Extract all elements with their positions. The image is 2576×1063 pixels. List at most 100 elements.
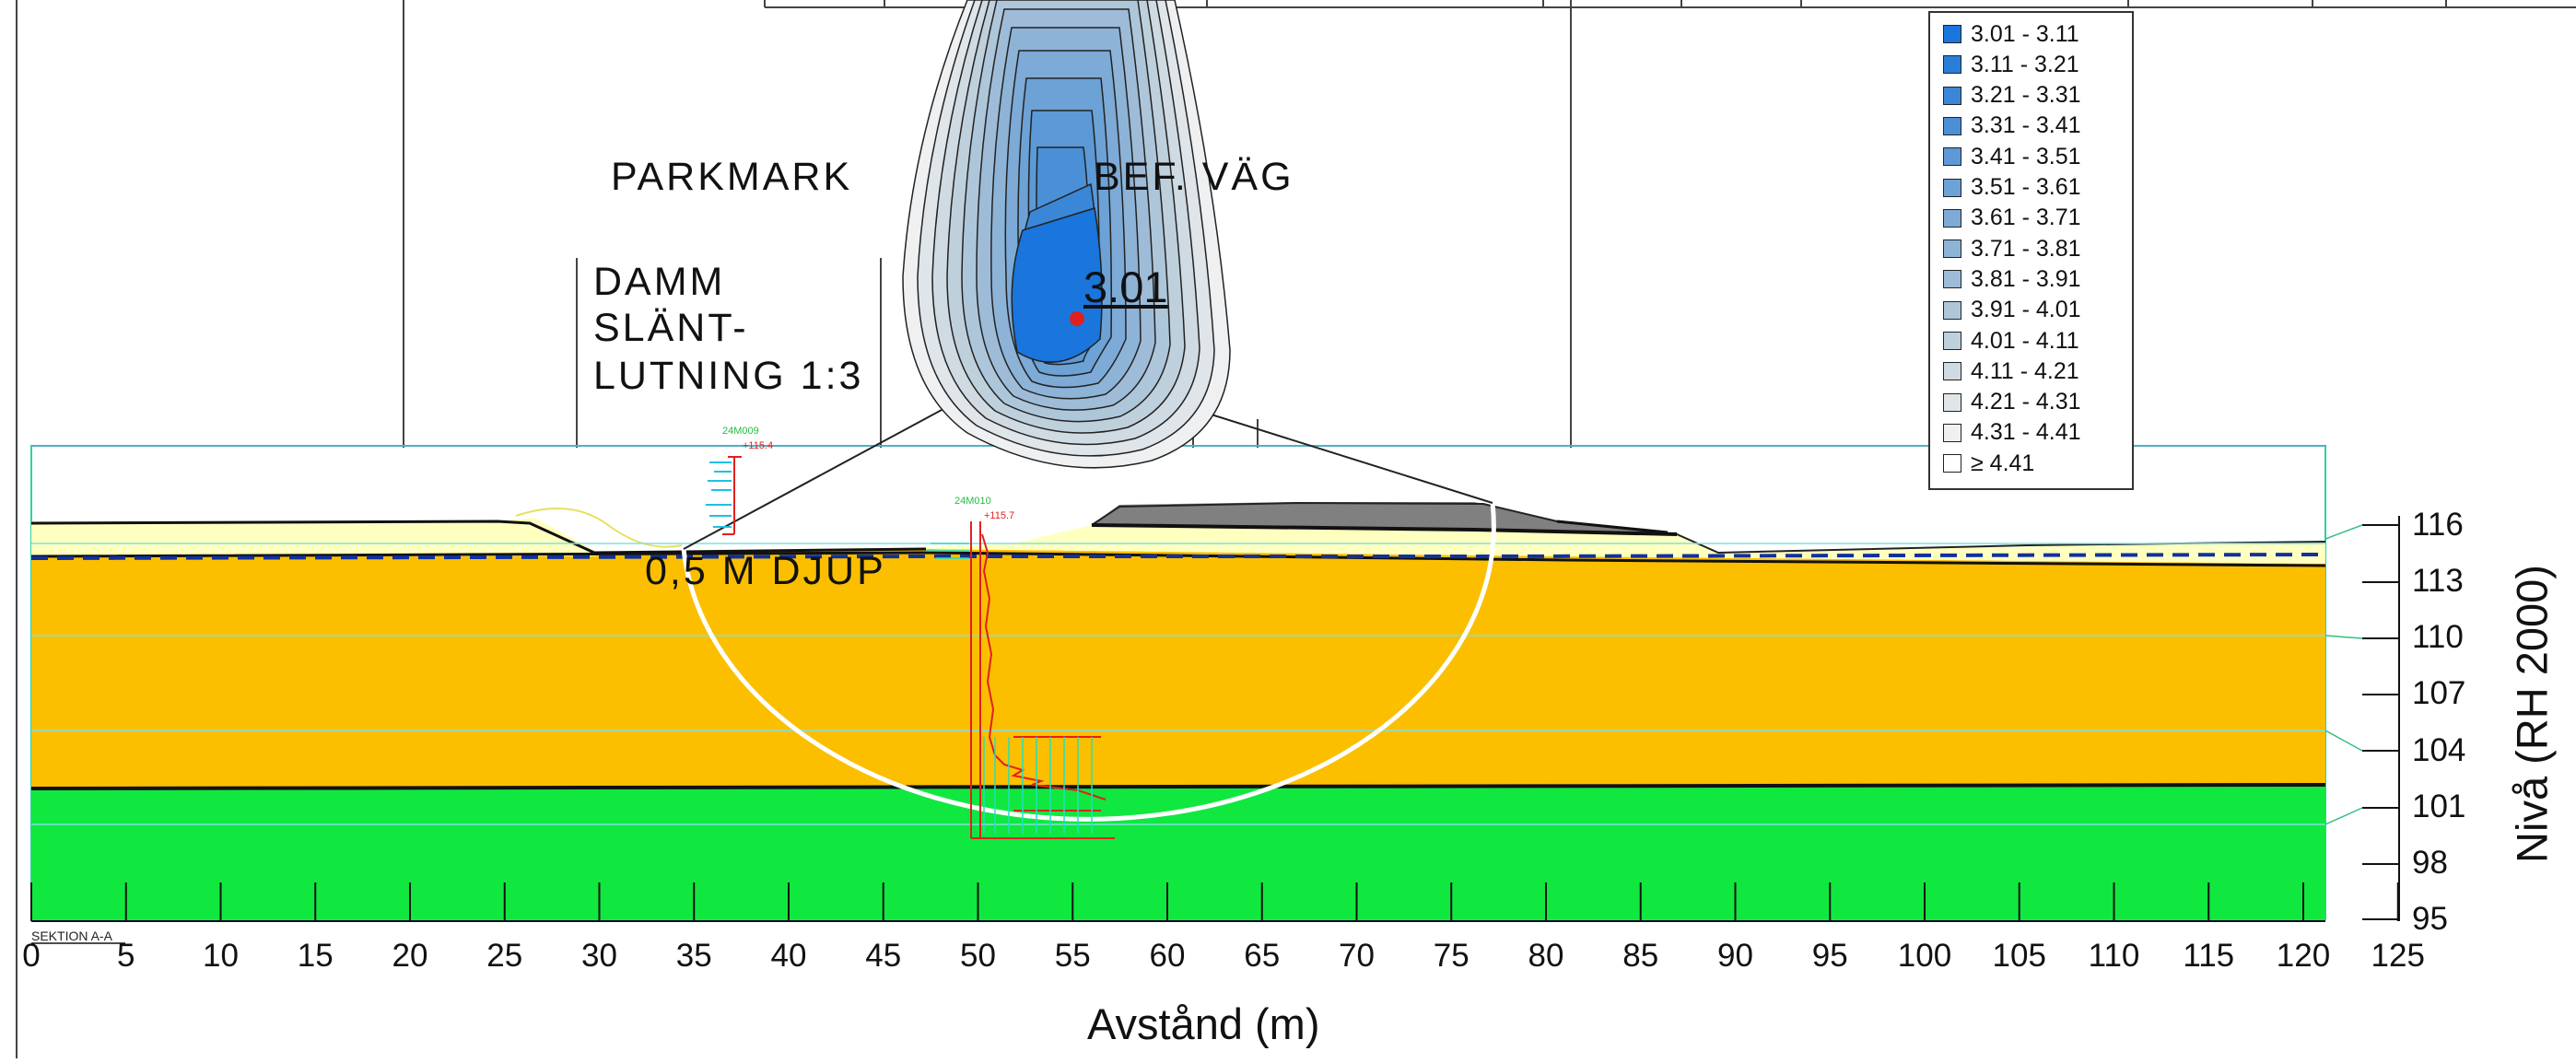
x-tick-label: 125 bbox=[2371, 938, 2425, 974]
x-tick-label: 95 bbox=[1811, 938, 1848, 974]
x-tick-label: 70 bbox=[1339, 938, 1375, 974]
borehole-24m009-readings bbox=[706, 461, 732, 528]
x-tick-label: 35 bbox=[675, 938, 712, 974]
legend-item: ≥ 4.41 bbox=[1943, 450, 2034, 477]
section-tick-marks bbox=[30, 882, 2399, 921]
legend-item: 3.51 - 3.61 bbox=[1943, 174, 2081, 202]
legend-item: 4.11 - 4.21 bbox=[1943, 357, 2079, 385]
elevation-axis-connectors bbox=[2324, 524, 2363, 825]
x-tick-label: 0 bbox=[22, 938, 41, 974]
x-tick-label: 30 bbox=[581, 938, 617, 974]
legend-swatch bbox=[1943, 178, 1961, 197]
x-tick-label: 40 bbox=[770, 938, 807, 974]
legend-label: 3.61 - 3.71 bbox=[1971, 204, 2081, 231]
y-tick-label: 113 bbox=[2412, 563, 2464, 600]
clay-layer bbox=[31, 549, 2325, 788]
x-tick-label: 80 bbox=[1528, 938, 1564, 974]
x-tick-label: 20 bbox=[392, 938, 428, 974]
legend-swatch bbox=[1943, 239, 1961, 259]
x-tick-label: 10 bbox=[203, 938, 239, 974]
borehole-24m009-level: +115.4 bbox=[743, 440, 774, 451]
y-tick-label: 107 bbox=[2412, 675, 2466, 712]
borehole-24m010 bbox=[970, 521, 1115, 839]
legend-label: 3.91 - 4.01 bbox=[1971, 297, 2081, 323]
till-layer bbox=[31, 785, 2325, 919]
x-tick-label: 90 bbox=[1717, 938, 1753, 974]
fos-contour-map bbox=[902, 0, 1231, 469]
x-tick-label: 105 bbox=[1992, 938, 2046, 974]
legend-label: 3.51 - 3.61 bbox=[1971, 174, 2081, 200]
y-tick-label: 98 bbox=[2412, 844, 2448, 881]
x-tick-label: 5 bbox=[117, 938, 135, 974]
legend-label: 4.01 - 4.11 bbox=[1971, 327, 2079, 354]
fos-legend: 3.01 - 3.11 3.11 - 3.21 3.21 - 3.31 3.31 - … bbox=[1928, 11, 2134, 490]
legend-swatch bbox=[1943, 300, 1961, 320]
legend-label: 3.41 - 3.51 bbox=[1971, 143, 2081, 169]
legend-item: 3.81 - 3.91 bbox=[1943, 265, 2081, 293]
x-tick-label: 25 bbox=[486, 938, 523, 974]
factor-of-safety-label: 3.01 bbox=[1083, 263, 1168, 311]
legend-swatch bbox=[1943, 423, 1961, 442]
legend-swatch bbox=[1943, 25, 1961, 43]
legend-label: 3.21 - 3.31 bbox=[1971, 82, 2081, 109]
legend-item: 3.31 - 3.41 bbox=[1943, 112, 2081, 140]
note-slant: SLÄNT- bbox=[593, 306, 749, 350]
legend-label: 3.11 - 3.21 bbox=[1971, 51, 2079, 77]
legend-swatch bbox=[1943, 208, 1961, 228]
legend-label: 3.71 - 3.81 bbox=[1971, 235, 2081, 262]
x-tick-label: 120 bbox=[2276, 938, 2331, 974]
note-lutning: LUTNING 1:3 bbox=[593, 354, 864, 398]
borehole-24m009 bbox=[722, 456, 742, 535]
x-tick-label: 85 bbox=[1622, 938, 1659, 974]
y-tick-label: 116 bbox=[2412, 507, 2464, 543]
x-tick-label: 60 bbox=[1149, 938, 1186, 974]
note-parkmark: PARKMARK bbox=[611, 155, 853, 199]
legend-item: 3.11 - 3.21 bbox=[1943, 51, 2079, 78]
legend-label: 3.01 - 3.11 bbox=[1971, 20, 2079, 47]
y-axis-label: Nivå (RH 2000) bbox=[2507, 565, 2557, 863]
legend-item: 4.01 - 4.11 bbox=[1943, 327, 2079, 355]
x-axis-label: Avstånd (m) bbox=[1087, 999, 1320, 1048]
y-tick-label: 95 bbox=[2412, 901, 2448, 937]
legend-label: 4.21 - 4.31 bbox=[1971, 389, 2081, 415]
legend-swatch bbox=[1943, 147, 1961, 167]
legend-swatch bbox=[1943, 55, 1961, 75]
x-tick-label: 15 bbox=[297, 938, 334, 974]
y-tick-label: 110 bbox=[2412, 619, 2464, 656]
legend-item: 3.21 - 3.31 bbox=[1943, 82, 2081, 110]
legend-item: 3.91 - 4.01 bbox=[1943, 297, 2081, 324]
legend-item: 4.21 - 4.31 bbox=[1943, 389, 2081, 416]
critical-slip-surface bbox=[681, 502, 1496, 822]
legend-swatch bbox=[1943, 86, 1961, 105]
y-tick-label: 104 bbox=[2412, 731, 2466, 768]
x-tick-label: 50 bbox=[960, 938, 996, 974]
legend-swatch bbox=[1943, 116, 1961, 135]
x-tick-label: 65 bbox=[1244, 938, 1281, 974]
legend-swatch bbox=[1943, 454, 1961, 473]
x-tick-label: 110 bbox=[2088, 938, 2140, 974]
borehole-24m010-readings bbox=[926, 543, 1093, 834]
note-bef-vag: BEF. VÄG bbox=[1094, 155, 1294, 199]
elevation-grid bbox=[31, 543, 2325, 825]
legend-label: 4.11 - 4.21 bbox=[1971, 357, 2079, 384]
borehole-24m010-level: +115.7 bbox=[984, 510, 1015, 521]
legend-label: 3.31 - 3.41 bbox=[1971, 112, 2081, 139]
borehole-24m010-id: 24M010 bbox=[954, 496, 991, 507]
x-tick-label: 115 bbox=[2183, 938, 2235, 974]
legend-label: 3.81 - 3.91 bbox=[1971, 265, 2081, 292]
legend-swatch bbox=[1943, 392, 1961, 412]
elevation-axis bbox=[2362, 516, 2400, 921]
y-tick-label: 101 bbox=[2412, 788, 2466, 824]
x-tick-label: 100 bbox=[1897, 938, 1952, 974]
legend-swatch bbox=[1943, 362, 1961, 381]
section-label: SEKTION A-A bbox=[31, 929, 112, 943]
legend-item: 3.71 - 3.81 bbox=[1943, 235, 2081, 263]
x-tick-label: 75 bbox=[1433, 938, 1469, 974]
legend-item: 4.31 - 4.41 bbox=[1943, 419, 2081, 447]
legend-label: 4.31 - 4.41 bbox=[1971, 419, 2081, 446]
legend-item: 3.41 - 3.51 bbox=[1943, 143, 2081, 170]
note-djup: 0,5 M DJUP bbox=[645, 549, 886, 593]
note-damm: DAMM bbox=[593, 260, 726, 304]
